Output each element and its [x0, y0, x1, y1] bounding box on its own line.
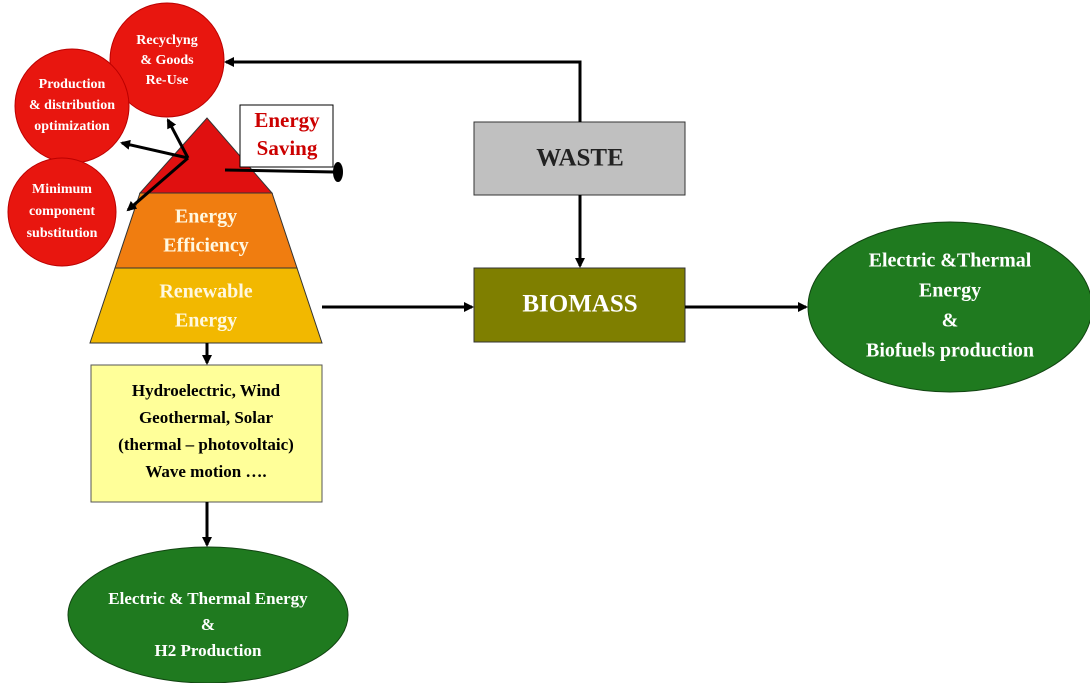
pyramid-efficiency [114, 192, 298, 269]
node-label: (thermal – photovoltaic) [118, 435, 294, 454]
node-label: Renewable [159, 281, 252, 303]
node-label: BIOMASS [522, 291, 637, 318]
node-label: optimization [34, 119, 110, 134]
node-label: Electric & Thermal Energy [108, 589, 308, 608]
node-label: Wave motion …. [145, 462, 266, 481]
node-label: Geothermal, Solar [139, 408, 274, 427]
node-label: Energy [919, 280, 981, 302]
shapes [7, 2, 1090, 683]
output-right-ellipse [807, 221, 1090, 393]
node-label: Production [39, 77, 106, 92]
sources-box [90, 364, 323, 503]
node-label: Saving [257, 136, 318, 160]
output-bottom-ellipse [67, 546, 349, 683]
node-label: Minimum [32, 182, 92, 197]
node-label: component [29, 204, 95, 219]
arrow [120, 139, 189, 160]
arrow [166, 118, 190, 159]
minimum-circle [7, 157, 117, 267]
node-label: Efficiency [163, 235, 249, 257]
node-label: H2 Production [155, 641, 262, 660]
energy-saving-box [239, 104, 334, 168]
node-label: Re-Use [146, 73, 189, 88]
node-label: & [201, 615, 215, 634]
arrow [224, 57, 582, 122]
node-label: Electric &Thermal [869, 250, 1032, 272]
connector-end [333, 162, 343, 182]
node-label: substitution [27, 226, 98, 241]
node-label: WASTE [536, 145, 624, 172]
node-label: Energy [175, 310, 237, 332]
node-label: Recyclyng [136, 33, 197, 48]
node-label: & distribution [29, 98, 115, 113]
node-label: Hydroelectric, Wind [132, 381, 281, 400]
connector [224, 168, 335, 174]
biomass-box [473, 267, 686, 343]
node-label: & [942, 310, 959, 332]
node-label: Energy [175, 206, 237, 228]
node-label: Biofuels production [866, 340, 1034, 362]
pyramid-renewable [89, 267, 323, 344]
node-label: Energy [254, 108, 320, 132]
arrows [120, 57, 808, 547]
arrow [126, 156, 189, 212]
node-label: & Goods [140, 53, 194, 68]
